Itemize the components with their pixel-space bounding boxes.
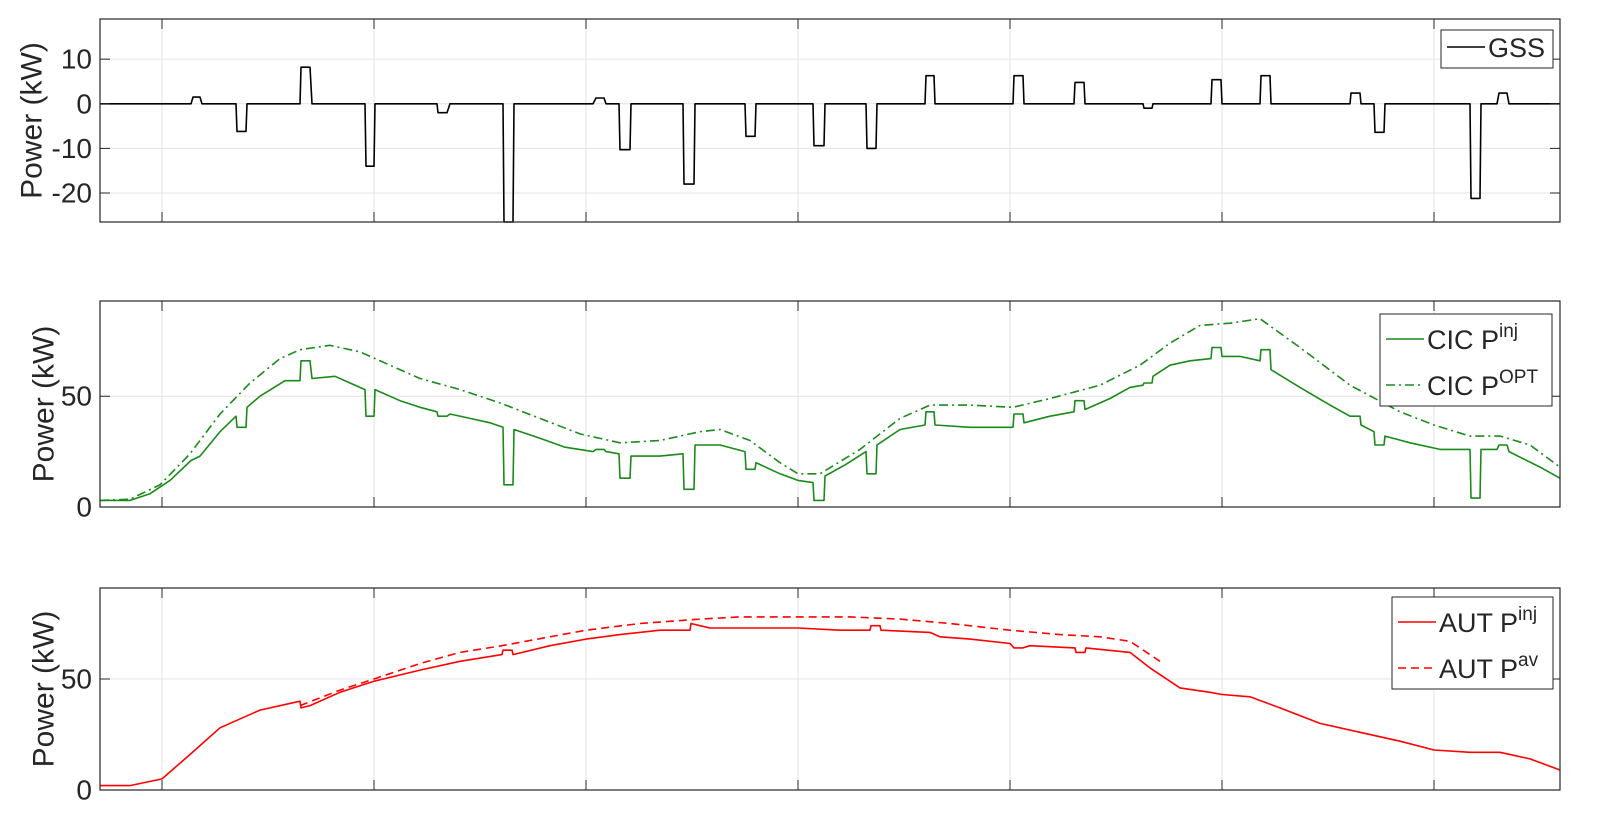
series-line-cic-p-opt xyxy=(99,317,1561,502)
legend-label-text: GSS xyxy=(1488,33,1545,63)
y-axis-label: Power (kW) xyxy=(28,611,61,768)
legend-label-text: CIC P xyxy=(1427,325,1499,355)
legend-label-superscript: inj xyxy=(1499,321,1518,342)
plot-area xyxy=(100,588,1560,790)
legend-label: CIC Pinj xyxy=(1427,321,1518,355)
legend-box xyxy=(1379,313,1553,407)
series-line-aut-p-av xyxy=(299,616,1161,707)
y-axis-label: Power (kW) xyxy=(16,42,49,199)
legend-label: CIC POPT xyxy=(1427,367,1538,401)
y-tick-label: -20 xyxy=(52,178,92,209)
y-axis-label: Power (kW) xyxy=(28,326,61,483)
y-tick-label: 0 xyxy=(76,775,92,806)
plot-area xyxy=(100,301,1560,507)
legend-label-superscript: OPT xyxy=(1499,367,1538,388)
plot-area xyxy=(100,19,1560,222)
axes-box xyxy=(99,587,1561,791)
legend-label: AUT Pinj xyxy=(1439,604,1537,638)
legend-box xyxy=(1440,29,1554,69)
legend-label-superscript: av xyxy=(1518,650,1539,671)
legend-label: GSS xyxy=(1488,33,1545,63)
y-tick-label: 0 xyxy=(76,88,92,119)
legend: GSS xyxy=(1440,29,1554,69)
legend-label: AUT Pav xyxy=(1439,650,1539,684)
legend-label-superscript: inj xyxy=(1518,604,1537,625)
series-line-aut-p-inj xyxy=(100,622,1561,787)
y-tick-label: -10 xyxy=(52,133,92,164)
legend-label-text: AUT P xyxy=(1439,654,1518,684)
legend-label-text: AUT P xyxy=(1439,608,1518,638)
y-tick-label: 50 xyxy=(61,664,92,695)
series-line-gss xyxy=(100,66,1560,223)
legend-box xyxy=(1391,596,1554,690)
axes-box xyxy=(99,300,1561,508)
y-tick-label: 0 xyxy=(76,492,92,523)
series-line-cic-p-inj xyxy=(100,346,1561,502)
y-tick-label: 50 xyxy=(61,381,92,412)
axes-box xyxy=(99,18,1561,223)
y-tick-label: 10 xyxy=(61,44,92,75)
legend-label-text: CIC P xyxy=(1427,371,1499,401)
